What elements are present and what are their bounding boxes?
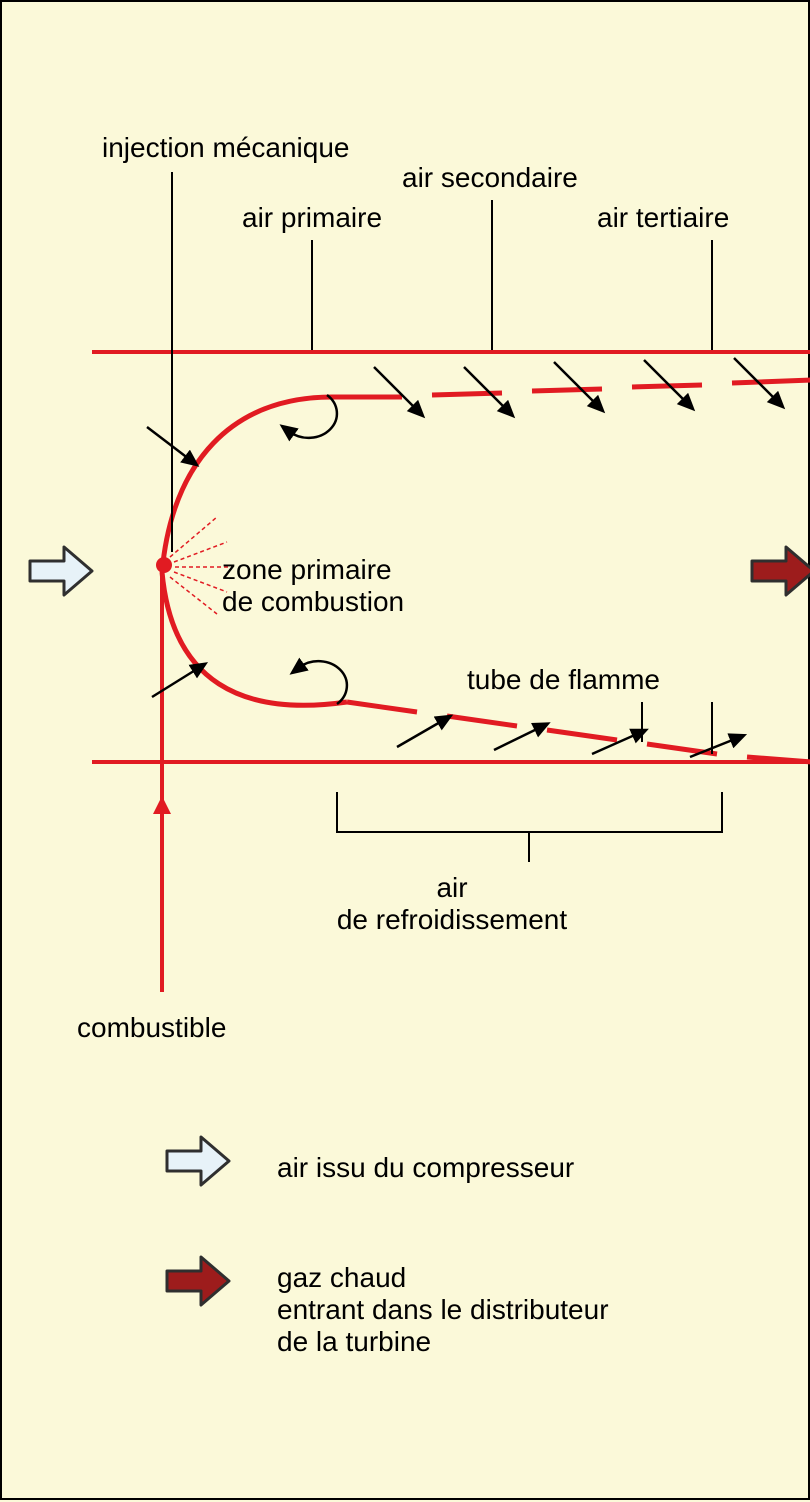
label-air-secondaire: air secondaire [402,162,578,194]
inlet-arrow [30,547,92,595]
fuel-line [153,557,172,992]
label-air-primaire: air primaire [242,202,382,234]
cooling-bracket [337,792,722,862]
legend-gas-label: gaz chaud entrant dans le distributeur d… [277,1262,609,1359]
outlet-arrow [752,547,810,595]
label-injection: injection mécanique [102,132,350,164]
diagram-stage: injection mécanique air primaire air sec… [0,0,810,1500]
legend-air-label: air issu du compresseur [277,1152,574,1184]
label-air-tertiaire: air tertiaire [597,202,729,234]
label-zone-combustion: zone primaire de combustion [222,554,404,618]
legend-air-arrow [167,1137,229,1185]
label-combustible: combustible [77,1012,226,1044]
legend-gas-arrow [167,1257,229,1305]
curl-arrows [290,395,347,704]
outer-casing [92,352,810,762]
label-air-refroidissement: air de refroidissement [337,872,567,936]
label-tube-flamme: tube de flamme [467,664,660,696]
